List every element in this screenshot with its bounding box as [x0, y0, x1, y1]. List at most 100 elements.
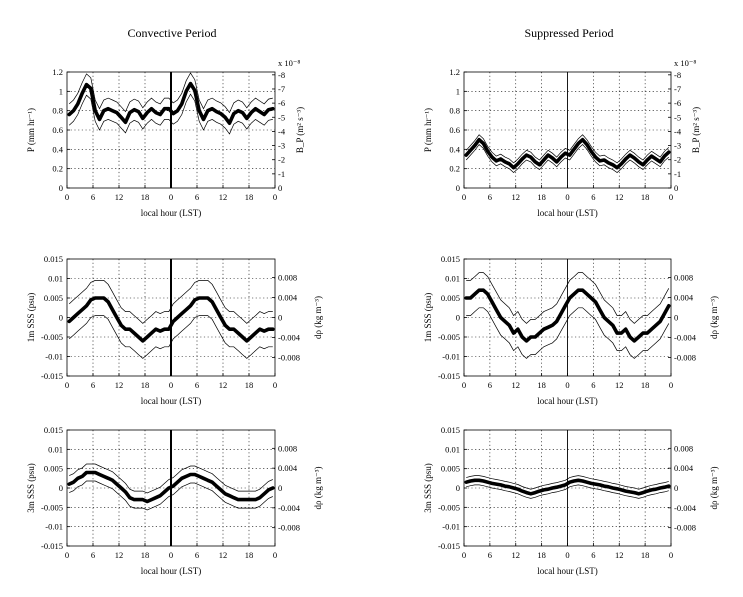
x-tick-label: 6 [591, 192, 595, 202]
y2-tick-label: -6 [674, 98, 681, 108]
y2-tick-label: -8 [674, 70, 681, 80]
y2-tick-label: 0.004 [674, 463, 694, 473]
x-tick-label: 6 [195, 380, 199, 390]
y-axis-label: 1m SSS (psu) [423, 293, 433, 343]
y-tick-label: 0.6 [449, 125, 460, 135]
x-tick-label: 0 [565, 550, 569, 560]
y2-tick-label: -0.004 [674, 503, 697, 513]
x-tick-label: 12 [219, 550, 228, 560]
y2-tick-label: -0.004 [278, 503, 301, 513]
lower-bound-line [69, 480, 273, 511]
y-tick-label: 0.005 [441, 293, 460, 303]
y-tick-label: 0.015 [441, 425, 460, 435]
x-tick-label: 6 [91, 550, 95, 560]
y-tick-label: 0.2 [52, 164, 63, 174]
y-tick-label: 1 [456, 86, 460, 96]
y2-tick-label: -1 [278, 169, 285, 179]
x-axis-label: local hour (LST) [141, 396, 201, 406]
y-tick-label: 0.01 [48, 444, 63, 454]
mean-series-line [67, 470, 275, 504]
y2-exponent-label: x 10⁻⁸ [278, 58, 300, 68]
y-tick-label: 0.005 [44, 293, 63, 303]
y2-tick-label: 0.008 [278, 443, 297, 453]
y-tick-label: 0.005 [44, 464, 63, 474]
x-tick-label: 0 [462, 380, 466, 390]
x-tick-label: 18 [245, 550, 254, 560]
x-tick-label: 18 [141, 380, 150, 390]
y2-tick-label: -7 [674, 84, 681, 94]
y-tick-label: 1 [59, 86, 63, 96]
y2-tick-label: 0.004 [674, 293, 694, 303]
x-tick-label: 0 [169, 192, 173, 202]
upper-bound-line [465, 134, 670, 164]
x-tick-label: 18 [537, 192, 546, 202]
x-tick-label: 12 [219, 192, 228, 202]
y-tick-label: -0.01 [442, 522, 460, 532]
y-tick-label: -0.01 [442, 352, 460, 362]
x-tick-label: 0 [65, 380, 69, 390]
y2-tick-label: -0.008 [674, 523, 696, 533]
y2-tick-label: 0.004 [278, 463, 298, 473]
x-tick-label: 12 [512, 380, 521, 390]
y2-axis-label: dρ (kg m⁻³) [313, 467, 323, 510]
y-tick-label: -0.005 [438, 332, 460, 342]
suppressed-period-title: Suppressed Period [525, 26, 614, 40]
upper-bound-line [466, 272, 670, 324]
x-tick-label: 0 [669, 192, 673, 202]
upper-bound-line [69, 463, 273, 494]
y2-tick-label: 0.008 [674, 443, 693, 453]
x-tick-label: 18 [641, 380, 650, 390]
upper-bound-line [466, 475, 669, 490]
x-tick-label: 18 [245, 380, 254, 390]
y2-tick-label: -0.004 [674, 333, 697, 343]
x-tick-label: 12 [115, 550, 124, 560]
y-tick-label: 0.4 [449, 144, 460, 154]
y2-exponent-label: x 10⁻⁸ [674, 58, 696, 68]
y2-tick-label: -0.004 [278, 333, 301, 343]
panel-1-0: -0.015 -0.01 -0.005 0 0.005 0.01 0.015 0 6 12 18 0 6… [26, 254, 323, 406]
x-tick-label: 0 [273, 550, 277, 560]
y-tick-label: -0.015 [438, 371, 460, 381]
x-tick-label: 0 [462, 192, 466, 202]
x-tick-label: 0 [169, 550, 173, 560]
x-axis-label: local hour (LST) [537, 396, 597, 406]
x-tick-label: 0 [669, 550, 673, 560]
x-tick-label: 6 [195, 550, 199, 560]
x-tick-label: 6 [91, 380, 95, 390]
x-tick-label: 6 [91, 192, 95, 202]
x-tick-label: 18 [245, 192, 254, 202]
panel-0-1: 00.20.40.60.811.20 6 12 18 0 6 12 18 00-1-2-3-4-… [423, 58, 701, 218]
y-tick-label: -0.005 [41, 332, 63, 342]
y-tick-label: 0 [59, 313, 63, 323]
y2-tick-label: 0.008 [278, 273, 297, 283]
y-tick-label: 0 [456, 483, 460, 493]
y-tick-label: -0.015 [438, 541, 460, 551]
y2-tick-label: 0.008 [674, 273, 693, 283]
x-axis-label: local hour (LST) [537, 208, 597, 218]
mean-series-line [67, 81, 275, 125]
x-tick-label: 0 [462, 550, 466, 560]
panel-0-0: 00.20.40.60.811.20 6 12 18 0 6 12 18 00-1-2-3-4-… [26, 58, 305, 218]
y-tick-label: 1.2 [52, 67, 63, 77]
y-tick-label: 0.01 [48, 274, 63, 284]
y2-tick-label: -1 [674, 169, 681, 179]
y2-tick-label: -2 [278, 155, 285, 165]
x-axis-label: local hour (LST) [141, 566, 201, 576]
y-tick-label: -0.015 [41, 371, 63, 381]
y2-axis-label: B_P (m² s⁻³) [295, 107, 305, 153]
x-tick-label: 6 [488, 380, 492, 390]
y2-tick-label: -0.008 [278, 353, 300, 363]
y-tick-label: -0.005 [438, 502, 460, 512]
y2-tick-label: 0 [674, 183, 678, 193]
y2-axis-label: dρ (kg m⁻³) [709, 467, 719, 510]
upper-bound-line [68, 280, 273, 324]
y-tick-label: 0.005 [441, 464, 460, 474]
y2-tick-label: -3 [278, 141, 285, 151]
y2-tick-label: -7 [278, 84, 285, 94]
y-tick-label: 0.4 [52, 144, 63, 154]
lower-bound-line [68, 315, 273, 359]
y2-tick-label: -4 [674, 126, 682, 136]
y2-tick-label: 0 [278, 183, 282, 193]
x-tick-label: 0 [65, 550, 69, 560]
y2-tick-label: 0 [674, 483, 678, 493]
